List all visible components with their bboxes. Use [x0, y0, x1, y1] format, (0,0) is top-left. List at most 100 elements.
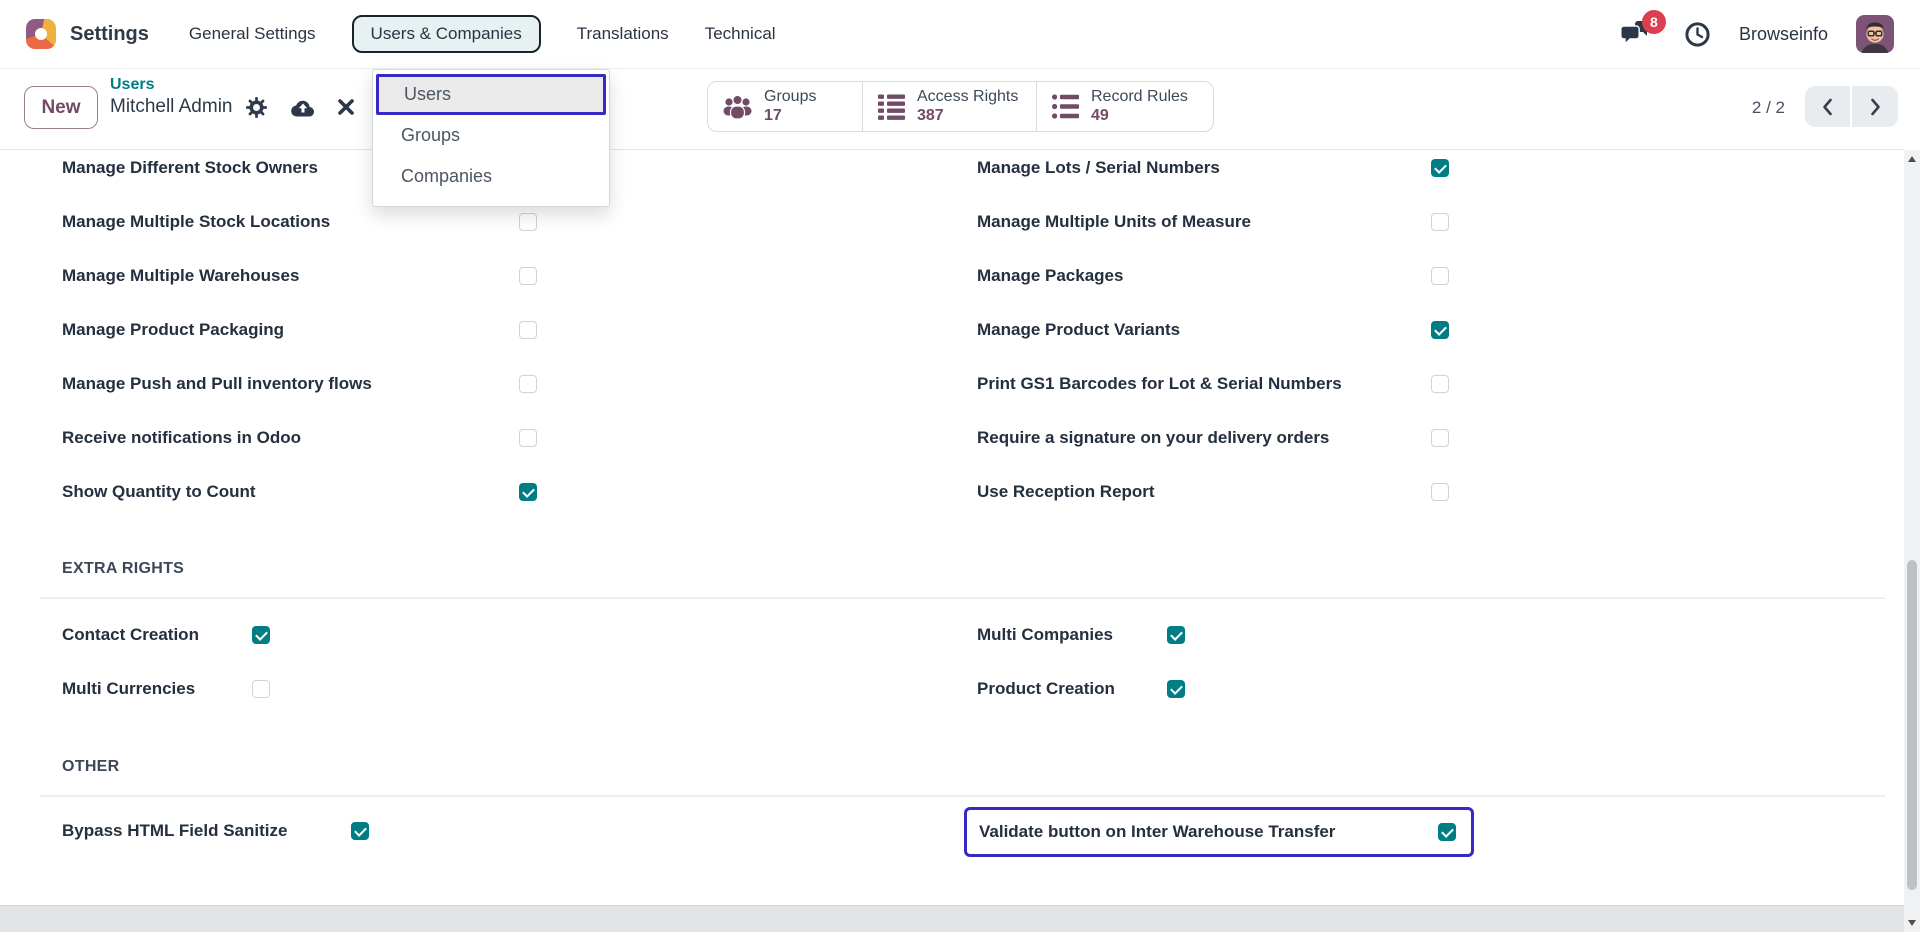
section-title-extra-rights: EXTRA RIGHTS — [62, 560, 185, 577]
close-icon — [337, 99, 354, 115]
messages-button[interactable]: 8 — [1620, 10, 1666, 50]
section-divider — [40, 597, 1885, 599]
navbar-menu: General Settings Users & Companies Trans… — [189, 15, 776, 53]
scroll-up-arrow-icon[interactable] — [1908, 156, 1916, 162]
setting-row: Manage Product Packaging — [62, 317, 537, 343]
stat-value: 49 — [1091, 106, 1109, 124]
checkbox[interactable] — [519, 321, 537, 339]
setting-row: Manage Push and Pull inventory flows — [62, 371, 537, 397]
checkbox[interactable] — [519, 429, 537, 447]
sheet-bottom-band — [0, 905, 1904, 932]
vertical-scrollbar[interactable] — [1904, 150, 1920, 932]
user-avatar[interactable] — [1856, 15, 1894, 53]
pager-next-button[interactable] — [1852, 86, 1898, 127]
section-title-other: OTHER — [62, 758, 120, 775]
setting-row: Print GS1 Barcodes for Lot & Serial Numb… — [977, 371, 1449, 397]
breadcrumb-users-link[interactable]: Users — [110, 76, 155, 93]
setting-row: Manage Different Stock Owners — [62, 155, 537, 181]
setting-row: Require a signature on your delivery ord… — [977, 425, 1449, 451]
checkbox[interactable] — [1167, 626, 1185, 644]
stat-value: 387 — [917, 106, 944, 124]
discard-record-button[interactable] — [337, 98, 355, 116]
gear-icon — [245, 96, 267, 118]
menu-general-settings[interactable]: General Settings — [188, 24, 316, 43]
users-companies-dropdown: Users Groups Companies — [372, 69, 610, 207]
checkbox[interactable] — [252, 680, 270, 698]
clock-icon — [1685, 21, 1710, 47]
stat-button-groups[interactable]: Groups 17 — [708, 82, 862, 131]
pager-previous-button[interactable] — [1805, 86, 1851, 127]
setting-row: Manage Multiple Units of Measure — [977, 209, 1449, 235]
settings-sheet: Manage Different Stock Owners Manage Mul… — [0, 150, 1904, 932]
settings-app-logo-icon — [26, 19, 56, 49]
app-brand[interactable]: Settings — [26, 19, 149, 49]
save-record-button[interactable] — [290, 97, 316, 118]
activities-button[interactable] — [1684, 21, 1711, 48]
checkbox[interactable] — [1431, 213, 1449, 231]
checkbox[interactable] — [519, 375, 537, 393]
breadcrumb: Users Mitchell Admin — [110, 76, 355, 118]
pager-position: 2 / 2 — [1751, 98, 1785, 117]
setting-row: Multi Currencies — [62, 676, 270, 702]
setting-row: Manage Packages — [977, 263, 1449, 289]
setting-row: Contact Creation — [62, 622, 270, 648]
stat-button-record-rules[interactable]: Record Rules 49 — [1036, 82, 1213, 131]
access-rights-list-icon — [878, 94, 905, 120]
top-navbar: Settings General Settings Users & Compan… — [0, 0, 1920, 69]
setting-row: Product Creation — [977, 676, 1185, 702]
menu-translations[interactable]: Translations — [576, 24, 669, 43]
dropdown-item-companies[interactable]: Companies — [401, 166, 493, 186]
setting-row: Manage Multiple Stock Locations — [62, 209, 537, 235]
dropdown-item-groups[interactable]: Groups — [401, 125, 461, 145]
checkbox[interactable] — [1431, 159, 1449, 177]
navbar-right: 8 Browseinfo — [1620, 10, 1894, 53]
setting-row: Multi Companies — [977, 622, 1185, 648]
menu-technical[interactable]: Technical — [704, 24, 776, 43]
scroll-down-arrow-icon[interactable] — [1908, 920, 1916, 926]
setting-row: Use Reception Report — [977, 479, 1449, 505]
checkbox[interactable] — [1431, 321, 1449, 339]
setting-row: Manage Product Variants — [977, 317, 1449, 343]
chevron-left-icon — [1823, 98, 1832, 115]
stat-button-group: Groups 17 Access Rights 387 — [707, 81, 1214, 132]
cloud-upload-icon — [290, 100, 314, 117]
messages-count-badge: 8 — [1641, 10, 1666, 34]
setting-row: Show Quantity to Count — [62, 479, 537, 505]
checkbox[interactable] — [1167, 680, 1185, 698]
stat-label: Groups — [764, 87, 817, 105]
section-divider — [40, 795, 1885, 797]
checkbox[interactable] — [519, 483, 537, 501]
stat-value: 17 — [764, 106, 782, 124]
highlighted-setting-validate-transfer: Validate button on Inter Warehouse Trans… — [964, 807, 1474, 857]
checkbox[interactable] — [1438, 823, 1456, 841]
users-group-icon — [723, 94, 752, 120]
stat-button-access-rights[interactable]: Access Rights 387 — [862, 82, 1036, 131]
app-name: Settings — [70, 22, 149, 45]
chevron-right-icon — [1870, 98, 1880, 115]
checkbox[interactable] — [1431, 267, 1449, 285]
avatar-image — [1856, 15, 1894, 53]
breadcrumb-current-record: Mitchell Admin — [110, 96, 233, 117]
stat-label: Access Rights — [917, 87, 1019, 105]
setting-row: Manage Multiple Warehouses — [62, 263, 537, 289]
checkbox[interactable] — [519, 213, 537, 231]
checkbox[interactable] — [1431, 483, 1449, 501]
setting-row: Bypass HTML Field Sanitize — [62, 818, 369, 844]
setting-row: Manage Lots / Serial Numbers — [977, 155, 1449, 181]
new-button[interactable]: New — [24, 86, 98, 129]
dropdown-item-users[interactable]: Users — [376, 74, 606, 115]
checkbox[interactable] — [519, 267, 537, 285]
settings-gear-button[interactable] — [245, 96, 267, 118]
control-panel: New Users Mitchell Admin — [0, 69, 1904, 150]
checkbox[interactable] — [1431, 375, 1449, 393]
setting-row: Receive notifications in Odoo — [62, 425, 537, 451]
user-menu-name[interactable]: Browseinfo — [1738, 23, 1828, 44]
checkbox[interactable] — [1431, 429, 1449, 447]
record-rules-list-icon — [1052, 94, 1079, 119]
checkbox[interactable] — [252, 626, 270, 644]
stat-label: Record Rules — [1091, 87, 1188, 105]
checkbox[interactable] — [351, 822, 369, 840]
scrollbar-thumb[interactable] — [1907, 560, 1917, 890]
menu-users-companies[interactable]: Users & Companies — [351, 15, 541, 53]
